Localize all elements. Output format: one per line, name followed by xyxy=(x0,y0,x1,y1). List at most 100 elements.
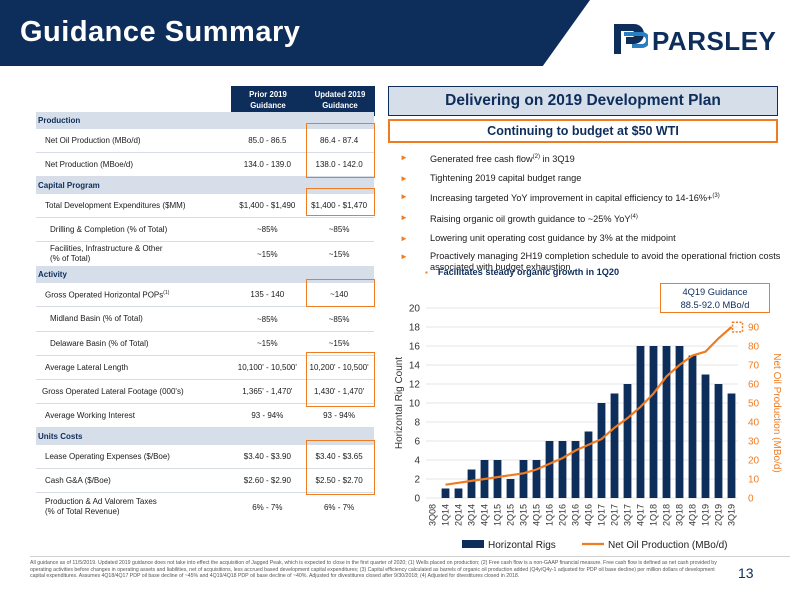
footnote-ref: (4) xyxy=(630,213,638,220)
highlight-box xyxy=(306,352,375,407)
table-row: Drilling & Completion (% of Total) ~85% … xyxy=(36,218,374,242)
header: Guidance Summary PARSLEY xyxy=(0,0,800,66)
y-tick-label: 2 xyxy=(414,475,420,486)
bar xyxy=(675,346,684,498)
x-tick-label: 3Q15 xyxy=(519,504,529,526)
bar xyxy=(597,403,606,498)
sub-bullet-text: Facilitates steady organic growth in 1Q2… xyxy=(437,267,620,277)
bullet-item: ► Lowering unit operating cost guidance b… xyxy=(400,233,785,244)
updated-value: $3.40 - $3.65 xyxy=(315,452,363,461)
x-tick-label: 2Q16 xyxy=(558,504,568,526)
title-band xyxy=(0,0,590,66)
row-label: Gross Operated Lateral Footage (000's) xyxy=(42,386,184,396)
footer-divider xyxy=(30,556,790,557)
y2-tick-label: 10 xyxy=(748,475,760,486)
row-label: Net Oil Production (MBo/d) xyxy=(45,135,141,145)
section-capital: Capital Program xyxy=(36,177,374,194)
y2-tick-label: 0 xyxy=(748,494,754,505)
table-row: Average Working Interest 93 - 94% 93 - 9… xyxy=(36,404,374,428)
table-row: Gross Operated Lateral Footage (000's) 1… xyxy=(36,380,374,404)
prior-value: ~85% xyxy=(256,225,278,234)
table-row: Net Production (MBoe/d) 134.0 - 139.0 13… xyxy=(36,153,374,177)
bullet-item: ► Proactively managing 2H19 completion sc… xyxy=(400,251,785,273)
bar xyxy=(519,460,528,498)
bullet-text: Generated free cash flow xyxy=(430,154,533,165)
table-row: Cash G&A ($/Boe) $2.60 - $2.90 $2.50 - $… xyxy=(36,469,374,493)
y2-tick-label: 70 xyxy=(748,361,760,372)
bar xyxy=(571,441,580,498)
bullet-item: ► Increasing targeted YoY improvement in … xyxy=(400,191,785,204)
bar xyxy=(662,346,671,498)
prior-value: $1,400 - $1,490 xyxy=(239,201,296,210)
y-tick-label: 20 xyxy=(409,304,421,315)
x-tick-label: 1Q19 xyxy=(701,504,711,526)
updated-value: ~85% xyxy=(328,225,350,234)
table-row: Gross Operated Horizontal POPs(1) 135 - … xyxy=(36,283,374,307)
panel-subtitle: Continuing to budget at $50 WTI xyxy=(388,119,778,143)
company-logo: PARSLEY xyxy=(612,20,782,60)
bar xyxy=(584,431,593,498)
updated-value: 1,430' - 1,470' xyxy=(314,387,365,396)
prior-value: 85.0 - 86.5 xyxy=(248,136,287,145)
guidance-callout-line1: 4Q19 Guidance xyxy=(682,287,748,297)
x-tick-label: 4Q16 xyxy=(584,504,594,526)
updated-value: ~15% xyxy=(328,339,350,348)
y2-tick-label: 30 xyxy=(748,437,760,448)
y-tick-label: 10 xyxy=(409,399,421,410)
bullet-tail: in 3Q19 xyxy=(540,154,575,165)
prior-value: 93 - 94% xyxy=(251,411,284,420)
y-tick-label: 8 xyxy=(414,418,420,429)
sub-bullet: ▪ Facilitates steady organic growth in 1Q… xyxy=(425,267,619,277)
bullet-text: Raising organic oil growth guidance to ~… xyxy=(430,213,631,224)
bar xyxy=(441,488,450,498)
updated-value: 86.4 - 87.4 xyxy=(319,136,359,145)
table-row: Facilities, Infrastructure & Other (% of… xyxy=(36,242,374,267)
y-tick-label: 4 xyxy=(414,456,420,467)
bullet-text: Increasing targeted YoY improvement in c… xyxy=(430,193,713,204)
prior-value: 134.0 - 139.0 xyxy=(243,160,291,169)
x-tick-label: 1Q15 xyxy=(493,504,503,526)
updated-value: 6% - 7% xyxy=(323,502,355,512)
square-bullet-icon: ▪ xyxy=(425,268,428,277)
x-tick-label: 1Q17 xyxy=(597,504,607,526)
row-label: Facilities, Infrastructure & Other (% of… xyxy=(50,244,163,263)
chart-svg: 0246810121416182001020304050607080901003… xyxy=(394,304,782,552)
x-tick-label: 3Q14 xyxy=(467,504,477,526)
prior-value: 10,100' - 10,500' xyxy=(237,363,297,372)
y-tick-label: 12 xyxy=(409,380,421,391)
bar xyxy=(467,469,476,498)
row-label: Gross Operated Horizontal POPs(1) xyxy=(36,288,230,301)
x-tick-label: 1Q18 xyxy=(649,504,659,526)
col-header-prior: Prior 2019 Guidance xyxy=(231,86,305,116)
table-row: Total Development Expenditures ($MM) $1,… xyxy=(36,194,374,218)
y2-tick-label: 20 xyxy=(748,456,760,467)
footnote-ref: (3) xyxy=(712,193,720,200)
row-label: Midland Basin (% of Total) xyxy=(50,314,143,323)
col-header-updated: Updated 2019 Guidance xyxy=(305,86,375,116)
row-label: Lease Operating Expenses ($/Boe) xyxy=(45,451,170,461)
arrow-bullet-icon: ► xyxy=(400,212,408,222)
arrow-bullet-icon: ► xyxy=(400,233,408,243)
y2-tick-label: 60 xyxy=(748,380,760,391)
rig-production-chart: 0246810121416182001020304050607080901003… xyxy=(390,296,790,556)
guidance-callout-line2: 88.5-92.0 MBo/d xyxy=(680,299,750,310)
legend-swatch-rigs xyxy=(462,540,484,548)
table-row: Midland Basin (% of Total) ~85% ~85% xyxy=(36,307,374,332)
highlight-box xyxy=(306,188,375,216)
oil-production-line xyxy=(445,326,733,486)
section-production: Production xyxy=(36,112,374,129)
page-title: Guidance Summary xyxy=(20,16,301,48)
highlight-box xyxy=(306,123,375,178)
x-tick-label: 2Q19 xyxy=(714,504,724,526)
y-tick-label: 6 xyxy=(414,437,420,448)
page-number: 13 xyxy=(738,565,754,581)
updated-value: 138.0 - 142.0 xyxy=(315,160,363,169)
y-tick-label: 14 xyxy=(409,361,421,372)
bar xyxy=(649,346,658,498)
y2-tick-label: 50 xyxy=(748,399,760,410)
arrow-bullet-icon: ► xyxy=(400,192,408,202)
row-label-text: Gross Operated Horizontal POPs xyxy=(45,290,164,300)
row-label: Average Working Interest xyxy=(45,410,135,420)
y-tick-label: 16 xyxy=(409,342,421,353)
legend-label-rigs: Horizontal Rigs xyxy=(488,540,556,551)
